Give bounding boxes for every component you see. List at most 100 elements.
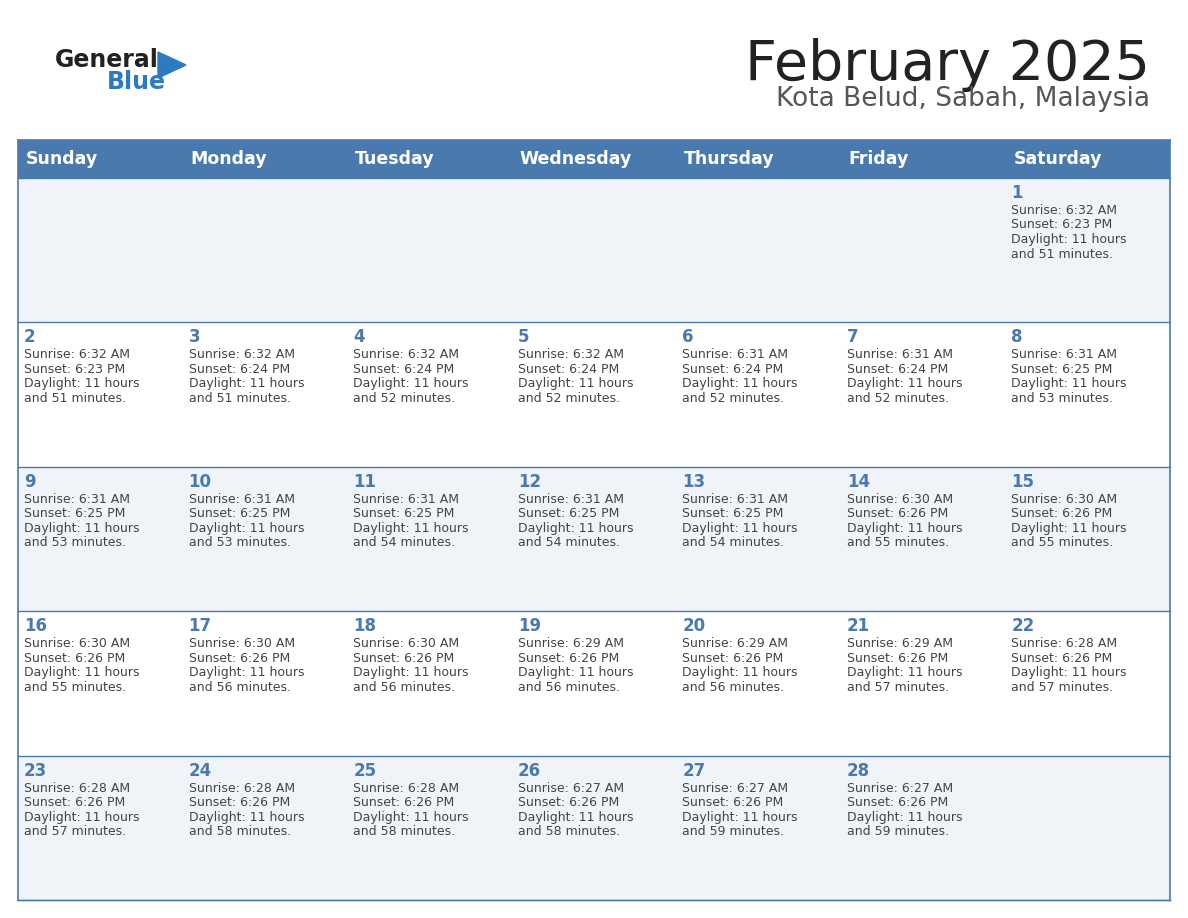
Text: Daylight: 11 hours: Daylight: 11 hours: [189, 521, 304, 535]
Text: Daylight: 11 hours: Daylight: 11 hours: [682, 521, 798, 535]
Text: 23: 23: [24, 762, 48, 779]
Text: Sunrise: 6:29 AM: Sunrise: 6:29 AM: [847, 637, 953, 650]
Text: Thursday: Thursday: [684, 150, 775, 168]
Text: Sunset: 6:26 PM: Sunset: 6:26 PM: [24, 652, 125, 665]
Text: 25: 25: [353, 762, 377, 779]
Text: 9: 9: [24, 473, 36, 491]
Text: Blue: Blue: [107, 70, 166, 94]
Text: Sunset: 6:24 PM: Sunset: 6:24 PM: [353, 363, 454, 375]
Text: Sunrise: 6:27 AM: Sunrise: 6:27 AM: [518, 781, 624, 795]
Text: and 58 minutes.: and 58 minutes.: [189, 825, 291, 838]
Text: 15: 15: [1011, 473, 1035, 491]
Text: and 55 minutes.: and 55 minutes.: [24, 681, 126, 694]
Text: February 2025: February 2025: [745, 38, 1150, 92]
Text: Daylight: 11 hours: Daylight: 11 hours: [353, 377, 468, 390]
Text: Sunset: 6:25 PM: Sunset: 6:25 PM: [24, 508, 126, 521]
Text: Sunrise: 6:32 AM: Sunrise: 6:32 AM: [24, 349, 129, 362]
Text: 17: 17: [189, 617, 211, 635]
Text: Sunrise: 6:30 AM: Sunrise: 6:30 AM: [847, 493, 953, 506]
Text: 4: 4: [353, 329, 365, 346]
Bar: [18, 611, 1170, 756]
Text: and 54 minutes.: and 54 minutes.: [682, 536, 784, 549]
Text: and 54 minutes.: and 54 minutes.: [518, 536, 620, 549]
Text: General: General: [55, 48, 159, 72]
Text: Sunrise: 6:31 AM: Sunrise: 6:31 AM: [682, 349, 789, 362]
Text: Daylight: 11 hours: Daylight: 11 hours: [518, 666, 633, 679]
Text: Daylight: 11 hours: Daylight: 11 hours: [847, 521, 962, 535]
Text: Sunrise: 6:31 AM: Sunrise: 6:31 AM: [189, 493, 295, 506]
Text: and 51 minutes.: and 51 minutes.: [189, 392, 291, 405]
Text: and 56 minutes.: and 56 minutes.: [353, 681, 455, 694]
Text: Sunrise: 6:29 AM: Sunrise: 6:29 AM: [682, 637, 789, 650]
Text: and 54 minutes.: and 54 minutes.: [353, 536, 455, 549]
Text: Sunrise: 6:28 AM: Sunrise: 6:28 AM: [353, 781, 460, 795]
Text: Daylight: 11 hours: Daylight: 11 hours: [847, 377, 962, 390]
Text: 26: 26: [518, 762, 541, 779]
Text: Saturday: Saturday: [1013, 150, 1102, 168]
Text: Sunset: 6:26 PM: Sunset: 6:26 PM: [24, 796, 125, 809]
Bar: [18, 140, 1170, 178]
Text: 7: 7: [847, 329, 859, 346]
Text: 18: 18: [353, 617, 377, 635]
Text: Sunrise: 6:28 AM: Sunrise: 6:28 AM: [24, 781, 131, 795]
Text: Sunrise: 6:31 AM: Sunrise: 6:31 AM: [353, 493, 459, 506]
Text: Sunset: 6:26 PM: Sunset: 6:26 PM: [353, 652, 454, 665]
Text: Sunset: 6:23 PM: Sunset: 6:23 PM: [24, 363, 125, 375]
Text: Sunset: 6:25 PM: Sunset: 6:25 PM: [1011, 363, 1113, 375]
Text: Kota Belud, Sabah, Malaysia: Kota Belud, Sabah, Malaysia: [776, 86, 1150, 112]
Text: and 59 minutes.: and 59 minutes.: [847, 825, 949, 838]
Text: Daylight: 11 hours: Daylight: 11 hours: [847, 666, 962, 679]
Text: and 53 minutes.: and 53 minutes.: [24, 536, 126, 549]
Text: Sunrise: 6:30 AM: Sunrise: 6:30 AM: [353, 637, 460, 650]
Text: Sunset: 6:26 PM: Sunset: 6:26 PM: [847, 508, 948, 521]
Text: 2: 2: [24, 329, 36, 346]
Text: Sunset: 6:24 PM: Sunset: 6:24 PM: [682, 363, 784, 375]
Text: Sunset: 6:26 PM: Sunset: 6:26 PM: [518, 652, 619, 665]
Text: 1: 1: [1011, 184, 1023, 202]
Text: Daylight: 11 hours: Daylight: 11 hours: [682, 666, 798, 679]
Text: Sunrise: 6:31 AM: Sunrise: 6:31 AM: [24, 493, 129, 506]
Text: Daylight: 11 hours: Daylight: 11 hours: [682, 377, 798, 390]
Text: and 57 minutes.: and 57 minutes.: [1011, 681, 1113, 694]
Text: Daylight: 11 hours: Daylight: 11 hours: [1011, 521, 1127, 535]
Text: 14: 14: [847, 473, 870, 491]
Text: Sunset: 6:25 PM: Sunset: 6:25 PM: [353, 508, 455, 521]
Text: and 58 minutes.: and 58 minutes.: [518, 825, 620, 838]
Bar: [18, 466, 1170, 611]
Text: Sunrise: 6:30 AM: Sunrise: 6:30 AM: [189, 637, 295, 650]
Text: Sunset: 6:25 PM: Sunset: 6:25 PM: [682, 508, 784, 521]
Bar: [18, 178, 1170, 322]
Text: and 53 minutes.: and 53 minutes.: [189, 536, 291, 549]
Text: 13: 13: [682, 473, 706, 491]
Text: Sunset: 6:26 PM: Sunset: 6:26 PM: [682, 796, 784, 809]
Text: Daylight: 11 hours: Daylight: 11 hours: [24, 521, 139, 535]
Text: and 57 minutes.: and 57 minutes.: [24, 825, 126, 838]
Text: Sunset: 6:23 PM: Sunset: 6:23 PM: [1011, 218, 1113, 231]
Text: 10: 10: [189, 473, 211, 491]
Text: Daylight: 11 hours: Daylight: 11 hours: [24, 377, 139, 390]
Text: Sunset: 6:26 PM: Sunset: 6:26 PM: [518, 796, 619, 809]
Text: Sunrise: 6:32 AM: Sunrise: 6:32 AM: [353, 349, 459, 362]
Text: Daylight: 11 hours: Daylight: 11 hours: [24, 811, 139, 823]
Text: Daylight: 11 hours: Daylight: 11 hours: [353, 811, 468, 823]
Text: Sunset: 6:26 PM: Sunset: 6:26 PM: [682, 652, 784, 665]
Text: Sunset: 6:26 PM: Sunset: 6:26 PM: [1011, 652, 1113, 665]
Text: and 52 minutes.: and 52 minutes.: [847, 392, 949, 405]
Text: and 55 minutes.: and 55 minutes.: [847, 536, 949, 549]
Text: Daylight: 11 hours: Daylight: 11 hours: [24, 666, 139, 679]
Text: Sunday: Sunday: [26, 150, 99, 168]
Text: Sunrise: 6:27 AM: Sunrise: 6:27 AM: [682, 781, 789, 795]
Text: Sunset: 6:26 PM: Sunset: 6:26 PM: [189, 652, 290, 665]
Text: Sunrise: 6:31 AM: Sunrise: 6:31 AM: [1011, 349, 1118, 362]
Text: Sunset: 6:25 PM: Sunset: 6:25 PM: [518, 508, 619, 521]
Text: and 52 minutes.: and 52 minutes.: [682, 392, 784, 405]
Text: and 56 minutes.: and 56 minutes.: [189, 681, 291, 694]
Text: 22: 22: [1011, 617, 1035, 635]
Text: and 52 minutes.: and 52 minutes.: [353, 392, 455, 405]
Text: Sunset: 6:26 PM: Sunset: 6:26 PM: [189, 796, 290, 809]
Text: 11: 11: [353, 473, 377, 491]
Text: and 59 minutes.: and 59 minutes.: [682, 825, 784, 838]
Text: Sunrise: 6:31 AM: Sunrise: 6:31 AM: [682, 493, 789, 506]
Text: Sunset: 6:26 PM: Sunset: 6:26 PM: [353, 796, 454, 809]
Text: Daylight: 11 hours: Daylight: 11 hours: [518, 377, 633, 390]
